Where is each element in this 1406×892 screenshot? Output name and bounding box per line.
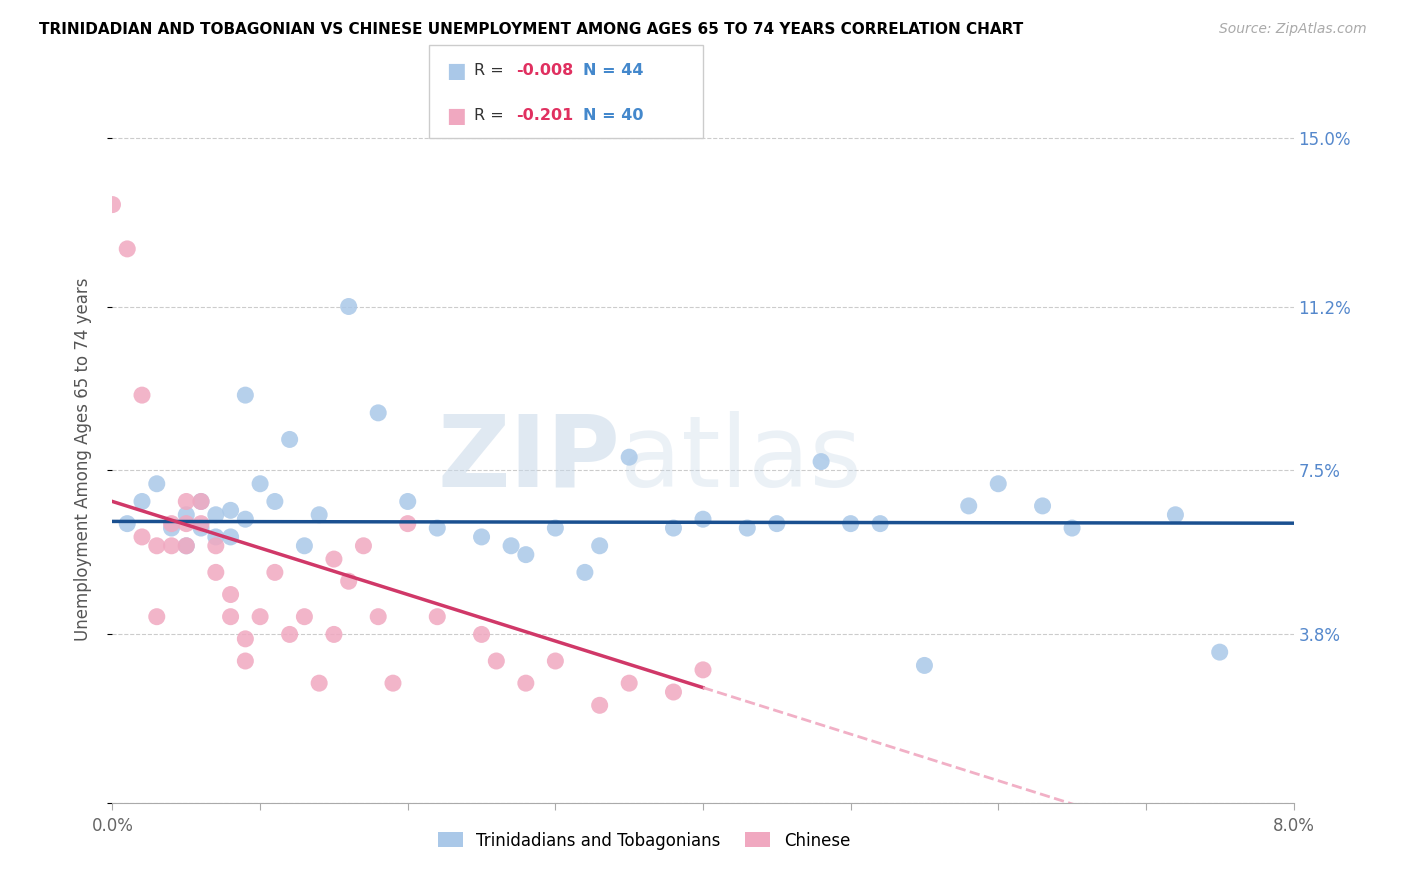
Point	[692, 663, 714, 677]
Point	[190, 521, 212, 535]
Point	[233, 632, 256, 646]
Point	[131, 388, 153, 402]
Point	[249, 476, 271, 491]
Point	[308, 508, 330, 522]
Point	[588, 698, 610, 713]
Point	[174, 516, 197, 531]
Point	[146, 476, 169, 491]
Point	[219, 530, 242, 544]
Point	[146, 539, 169, 553]
Point	[249, 609, 271, 624]
Point	[205, 508, 228, 522]
Point	[544, 521, 567, 535]
Text: ZIP: ZIP	[437, 411, 620, 508]
Point	[174, 508, 197, 522]
Point	[337, 574, 360, 589]
Point	[117, 242, 138, 256]
Text: ■: ■	[446, 61, 465, 81]
Point	[810, 454, 832, 468]
Point	[1032, 499, 1054, 513]
Point	[692, 512, 714, 526]
Text: ■: ■	[446, 106, 465, 126]
Point	[278, 433, 301, 447]
Y-axis label: Unemployment Among Ages 65 to 74 years: Unemployment Among Ages 65 to 74 years	[73, 277, 91, 641]
Point	[588, 539, 610, 553]
Point	[914, 658, 936, 673]
Point	[160, 516, 183, 531]
Point	[131, 530, 153, 544]
Point	[174, 539, 197, 553]
Point	[205, 530, 228, 544]
Point	[382, 676, 405, 690]
Point	[765, 516, 787, 531]
Point	[619, 676, 641, 690]
Point	[278, 627, 301, 641]
Point	[337, 300, 360, 314]
Point	[190, 494, 212, 508]
Point	[352, 539, 374, 553]
Point	[574, 566, 596, 580]
Point	[323, 552, 346, 566]
Point	[515, 548, 537, 562]
Point	[367, 609, 389, 624]
Point	[957, 499, 980, 513]
Point	[426, 521, 449, 535]
Point	[515, 676, 537, 690]
Legend: Trinidadians and Tobagonians, Chinese: Trinidadians and Tobagonians, Chinese	[432, 825, 856, 856]
Point	[160, 539, 183, 553]
Point	[219, 609, 242, 624]
Point	[205, 566, 228, 580]
Text: atlas: atlas	[620, 411, 862, 508]
Point	[544, 654, 567, 668]
Point	[367, 406, 389, 420]
Point	[117, 516, 138, 531]
Point	[471, 530, 494, 544]
Text: -0.008: -0.008	[516, 63, 574, 78]
Text: R =: R =	[474, 63, 509, 78]
Point	[485, 654, 508, 668]
Point	[264, 494, 287, 508]
Point	[839, 516, 862, 531]
Point	[501, 539, 523, 553]
Point	[219, 588, 242, 602]
Point	[426, 609, 449, 624]
Point	[219, 503, 242, 517]
Point	[987, 476, 1010, 491]
Point	[292, 609, 315, 624]
Point	[160, 521, 183, 535]
Point	[662, 685, 685, 699]
Point	[190, 494, 212, 508]
Point	[619, 450, 641, 465]
Point	[233, 512, 256, 526]
Point	[233, 654, 256, 668]
Point	[662, 521, 685, 535]
Point	[1208, 645, 1232, 659]
Point	[396, 494, 419, 508]
Point	[292, 539, 315, 553]
Point	[101, 197, 124, 211]
Text: -0.201: -0.201	[516, 108, 574, 123]
Point	[308, 676, 330, 690]
Text: R =: R =	[474, 108, 513, 123]
Point	[471, 627, 494, 641]
Point	[264, 566, 287, 580]
Point	[869, 516, 891, 531]
Point	[131, 494, 153, 508]
Point	[205, 539, 228, 553]
Point	[190, 516, 212, 531]
Point	[1062, 521, 1084, 535]
Text: Source: ZipAtlas.com: Source: ZipAtlas.com	[1219, 22, 1367, 37]
Point	[323, 627, 346, 641]
Point	[146, 609, 169, 624]
Point	[737, 521, 759, 535]
Point	[174, 494, 197, 508]
Text: TRINIDADIAN AND TOBAGONIAN VS CHINESE UNEMPLOYMENT AMONG AGES 65 TO 74 YEARS COR: TRINIDADIAN AND TOBAGONIAN VS CHINESE UN…	[39, 22, 1024, 37]
Text: N = 40: N = 40	[583, 108, 644, 123]
Point	[174, 539, 197, 553]
Text: N = 44: N = 44	[583, 63, 644, 78]
Point	[1164, 508, 1187, 522]
Point	[396, 516, 419, 531]
Point	[233, 388, 256, 402]
